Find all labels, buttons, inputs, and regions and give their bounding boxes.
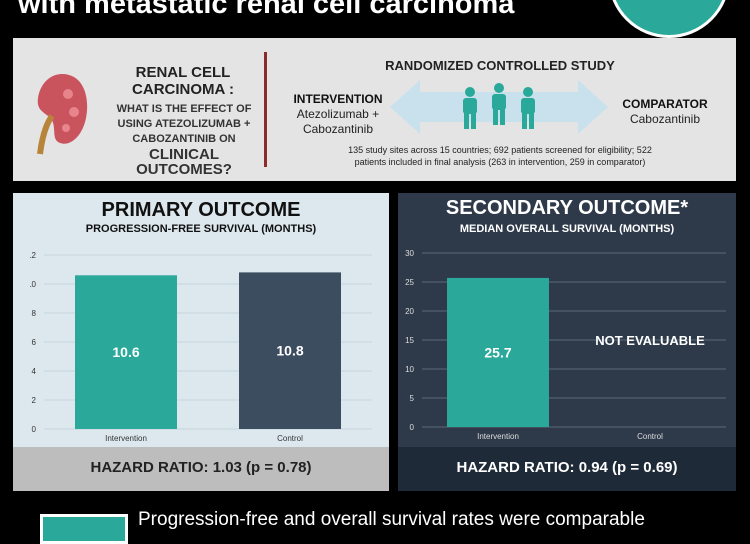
- y-tick-label: 10: [30, 280, 37, 289]
- y-tick-label: 10: [405, 365, 414, 374]
- data-label: 10.6: [112, 344, 139, 360]
- y-tick-label: 4: [32, 367, 37, 376]
- x-tick-label: Control: [277, 434, 303, 443]
- study-title: RANDOMIZED CONTROLLED STUDY: [385, 58, 615, 73]
- data-label: 25.7: [484, 344, 511, 360]
- intervention-drug: Atezolizumab +: [296, 107, 380, 121]
- secondary-hazard-band: [398, 447, 736, 491]
- question-line: USING ATEZOLIZUMAB +: [117, 118, 251, 130]
- secondary-outcome-subtitle: MEDIAN OVERALL SURVIVAL (MONTHS): [459, 223, 675, 235]
- y-tick-label: 0: [32, 425, 37, 434]
- question-line: CABOZANTINIB ON: [132, 133, 236, 145]
- primary-hazard-band: [13, 447, 389, 491]
- x-tick-label: Intervention: [105, 434, 147, 443]
- y-tick-label: 30: [405, 249, 414, 258]
- kidney-icon: [37, 74, 88, 155]
- bar: [239, 272, 341, 429]
- x-tick-label: Control: [637, 432, 663, 441]
- data-label: 10.8: [276, 343, 303, 359]
- question-line: CLINICAL OUTCOMES?: [136, 146, 232, 178]
- divider: [264, 52, 267, 167]
- y-tick-label: 6: [32, 338, 37, 347]
- question-line: WHAT IS THE EFFECT OF: [116, 103, 252, 115]
- x-tick-label: Intervention: [477, 432, 519, 441]
- comparator-label: COMPARATOR: [622, 97, 708, 111]
- intervention-label: INTERVENTION: [293, 92, 383, 106]
- y-tick-label: 0: [410, 423, 415, 432]
- journal-logo: [608, 0, 730, 38]
- study-description-line: 135 study sites across 15 countries; 692…: [348, 145, 652, 155]
- primary-hazard-ratio: HAZARD RATIO: 1.03 (p = 0.78): [90, 459, 312, 476]
- double-arrow-people-icon: [390, 80, 608, 134]
- secondary-bar-chart: 0 5 10 15 20 25 30 25.7 Intervention NOT EVALUABL…: [405, 249, 726, 441]
- comparator-description: Cabozantinib: [629, 112, 701, 126]
- study-description-line: patients included in final analysis (263…: [354, 157, 646, 167]
- y-tick-label: 15: [405, 336, 414, 345]
- primary-bar-chart: 0 2 4 6 8 10 12 10.6 Intervention 10.8 Control: [30, 251, 372, 443]
- primary-outcome-subtitle: PROGRESSION-FREE SURVIVAL (MONTHS): [85, 223, 317, 235]
- y-tick-label: 12: [30, 251, 37, 260]
- conclusion-panel: [35, 500, 735, 540]
- intervention-drug: Cabozantinib: [302, 122, 374, 136]
- y-tick-label: 25: [405, 278, 414, 287]
- study-description: 135 study sites across 15 countries; 692…: [300, 144, 700, 168]
- secondary-hazard-ratio: HAZARD RATIO: 0.94 (p = 0.69): [456, 459, 678, 476]
- y-tick-label: 8: [32, 309, 37, 318]
- question-text: WHAT IS THE EFFECT OF USING ATEZOLIZUMAB…: [104, 102, 264, 177]
- question-title: RENAL CELL CARCINOMA :: [132, 64, 234, 98]
- conclusion-text: Progression-free and overall survival ra…: [138, 509, 645, 530]
- y-tick-label: 5: [410, 394, 415, 403]
- conclusion-icon: [40, 514, 128, 544]
- data-label: NOT EVALUABLE: [595, 333, 705, 348]
- primary-outcome-title: PRIMARY OUTCOME: [101, 199, 301, 221]
- study-summary-panel: [13, 38, 736, 181]
- y-tick-label: 2: [32, 396, 37, 405]
- y-tick-label: 20: [405, 307, 414, 316]
- secondary-outcome-title: SECONDARY OUTCOME*: [445, 197, 689, 219]
- intervention-description: Atezolizumab + Cabozantinib: [290, 107, 386, 137]
- header-title: with metastatic renal cell carcinoma: [18, 0, 515, 20]
- bar: [75, 275, 177, 429]
- bar: [447, 277, 549, 427]
